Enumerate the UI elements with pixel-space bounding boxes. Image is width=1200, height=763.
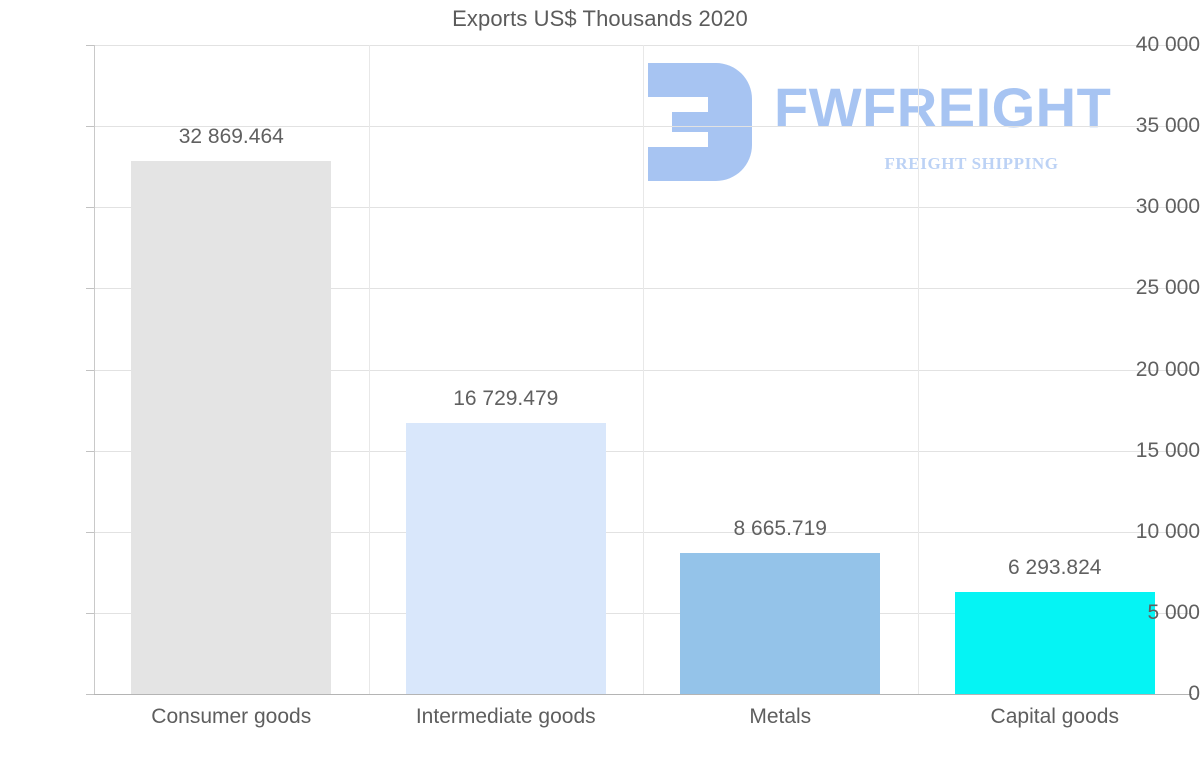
y-axis-tick-label: 5 000 bbox=[1147, 600, 1200, 624]
x-axis-tick-label: Capital goods bbox=[990, 705, 1119, 728]
y-axis-tick-label: 35 000 bbox=[1135, 114, 1200, 138]
bar[interactable] bbox=[954, 591, 1155, 694]
plot-area bbox=[94, 45, 1192, 694]
bar[interactable] bbox=[405, 422, 606, 694]
y-axis-tick-mark bbox=[86, 45, 94, 46]
y-axis-line bbox=[94, 45, 95, 695]
y-axis-tick-label: 10 000 bbox=[1135, 519, 1200, 543]
bar-value-label: 16 729.479 bbox=[453, 386, 559, 410]
x-axis-tick-label: Intermediate goods bbox=[415, 705, 596, 728]
chart-title: Exports US$ Thousands 2020 bbox=[452, 6, 748, 31]
x-axis-line bbox=[86, 694, 1192, 695]
bar[interactable] bbox=[131, 160, 332, 694]
y-axis-tick-label: 0 bbox=[1188, 682, 1200, 705]
category-separator-gridline bbox=[917, 45, 919, 694]
bar[interactable] bbox=[680, 553, 881, 694]
y-axis-tick-label: 30 000 bbox=[1135, 195, 1200, 219]
y-axis-tick-mark bbox=[86, 288, 94, 290]
y-axis-tick-label: 15 000 bbox=[1135, 438, 1200, 462]
category-separator-gridline bbox=[643, 45, 644, 694]
y-axis-tick-mark bbox=[86, 369, 94, 371]
y-axis-tick-label: 40 000 bbox=[1135, 33, 1200, 56]
y-axis-tick-mark bbox=[86, 450, 94, 452]
bar-value-label: 6 293.824 bbox=[1008, 555, 1102, 579]
bar-value-label: 32 869.464 bbox=[178, 124, 284, 148]
y-axis-tick-mark bbox=[86, 531, 94, 533]
y-axis-tick-mark bbox=[86, 207, 94, 209]
y-axis-tick-mark bbox=[86, 694, 94, 695]
category-separator-gridline bbox=[368, 45, 370, 694]
y-axis-tick-mark bbox=[86, 126, 94, 128]
x-axis-tick-label: Consumer goods bbox=[151, 705, 312, 728]
bar-value-label: 8 665.719 bbox=[733, 517, 827, 541]
x-axis-tick-label: Metals bbox=[749, 705, 812, 728]
y-axis-tick-label: 20 000 bbox=[1135, 357, 1200, 381]
y-axis-tick-label: 25 000 bbox=[1135, 276, 1200, 300]
y-axis-tick-mark bbox=[86, 612, 94, 614]
